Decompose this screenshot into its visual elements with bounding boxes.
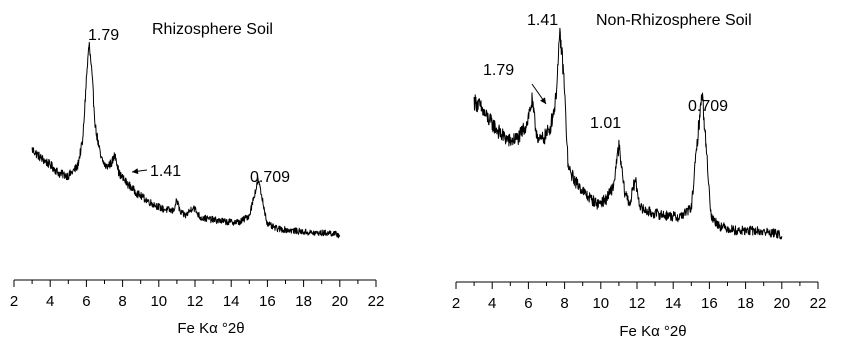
x-tick-label: 16: [701, 295, 718, 312]
peak-label: 1.01: [590, 115, 621, 132]
peak-label: 1.41: [150, 163, 181, 180]
x-tick-label: 12: [187, 293, 204, 310]
x-tick-label: 10: [592, 295, 609, 312]
peak-label: 0.709: [250, 169, 290, 186]
peak-label: 1.41: [527, 12, 558, 29]
x-tick-label: 8: [560, 295, 568, 312]
peak-label: 0.709: [688, 98, 728, 115]
peak-label: 1.79: [483, 62, 514, 79]
xrd-trace: [473, 27, 783, 240]
x-tick-label: 6: [82, 293, 90, 310]
x-tick-label: 20: [331, 293, 348, 310]
panel-rhizosphere: 2 4 6 8 10 12 14 16 18 20 22 Fe Kα °2θ Rhizosphere S…: [10, 21, 385, 337]
x-tick-label: 18: [737, 295, 754, 312]
x-tick-label: 16: [259, 293, 276, 310]
peak-label: 1.79: [88, 27, 119, 44]
x-tick-label: 18: [295, 293, 312, 310]
x-tick-label: 22: [368, 293, 385, 310]
x-axis-label: Fe Kα °2θ: [177, 320, 244, 337]
x-tick-label: 8: [118, 293, 126, 310]
x-tick-label: 4: [46, 293, 54, 310]
x-tick-label: 12: [629, 295, 646, 312]
x-tick-label: 20: [773, 295, 790, 312]
x-tick-label: 6: [524, 295, 532, 312]
x-tick-label: 22: [810, 295, 827, 312]
peak-arrowhead: [132, 168, 139, 175]
chart-title: Rhizosphere Soil: [152, 21, 273, 38]
x-tick-label: 2: [452, 295, 460, 312]
x-tick-label: 4: [488, 295, 496, 312]
peak-arrowhead: [540, 97, 546, 104]
x-tick-label: 10: [150, 293, 167, 310]
xrd-trace: [31, 41, 341, 239]
chart-title: Non-Rhizosphere Soil: [596, 12, 752, 29]
x-axis-label: Fe Kα °2θ: [619, 323, 686, 340]
x-tick-label: 14: [223, 293, 240, 310]
x-tick-label: 14: [665, 295, 682, 312]
panel-non-rhizosphere: 2 4 6 8 10 12 14 16 18 20 22 Fe Kα °2θ Non-Rhizosphe…: [452, 12, 827, 340]
x-tick-label: 2: [10, 293, 18, 310]
